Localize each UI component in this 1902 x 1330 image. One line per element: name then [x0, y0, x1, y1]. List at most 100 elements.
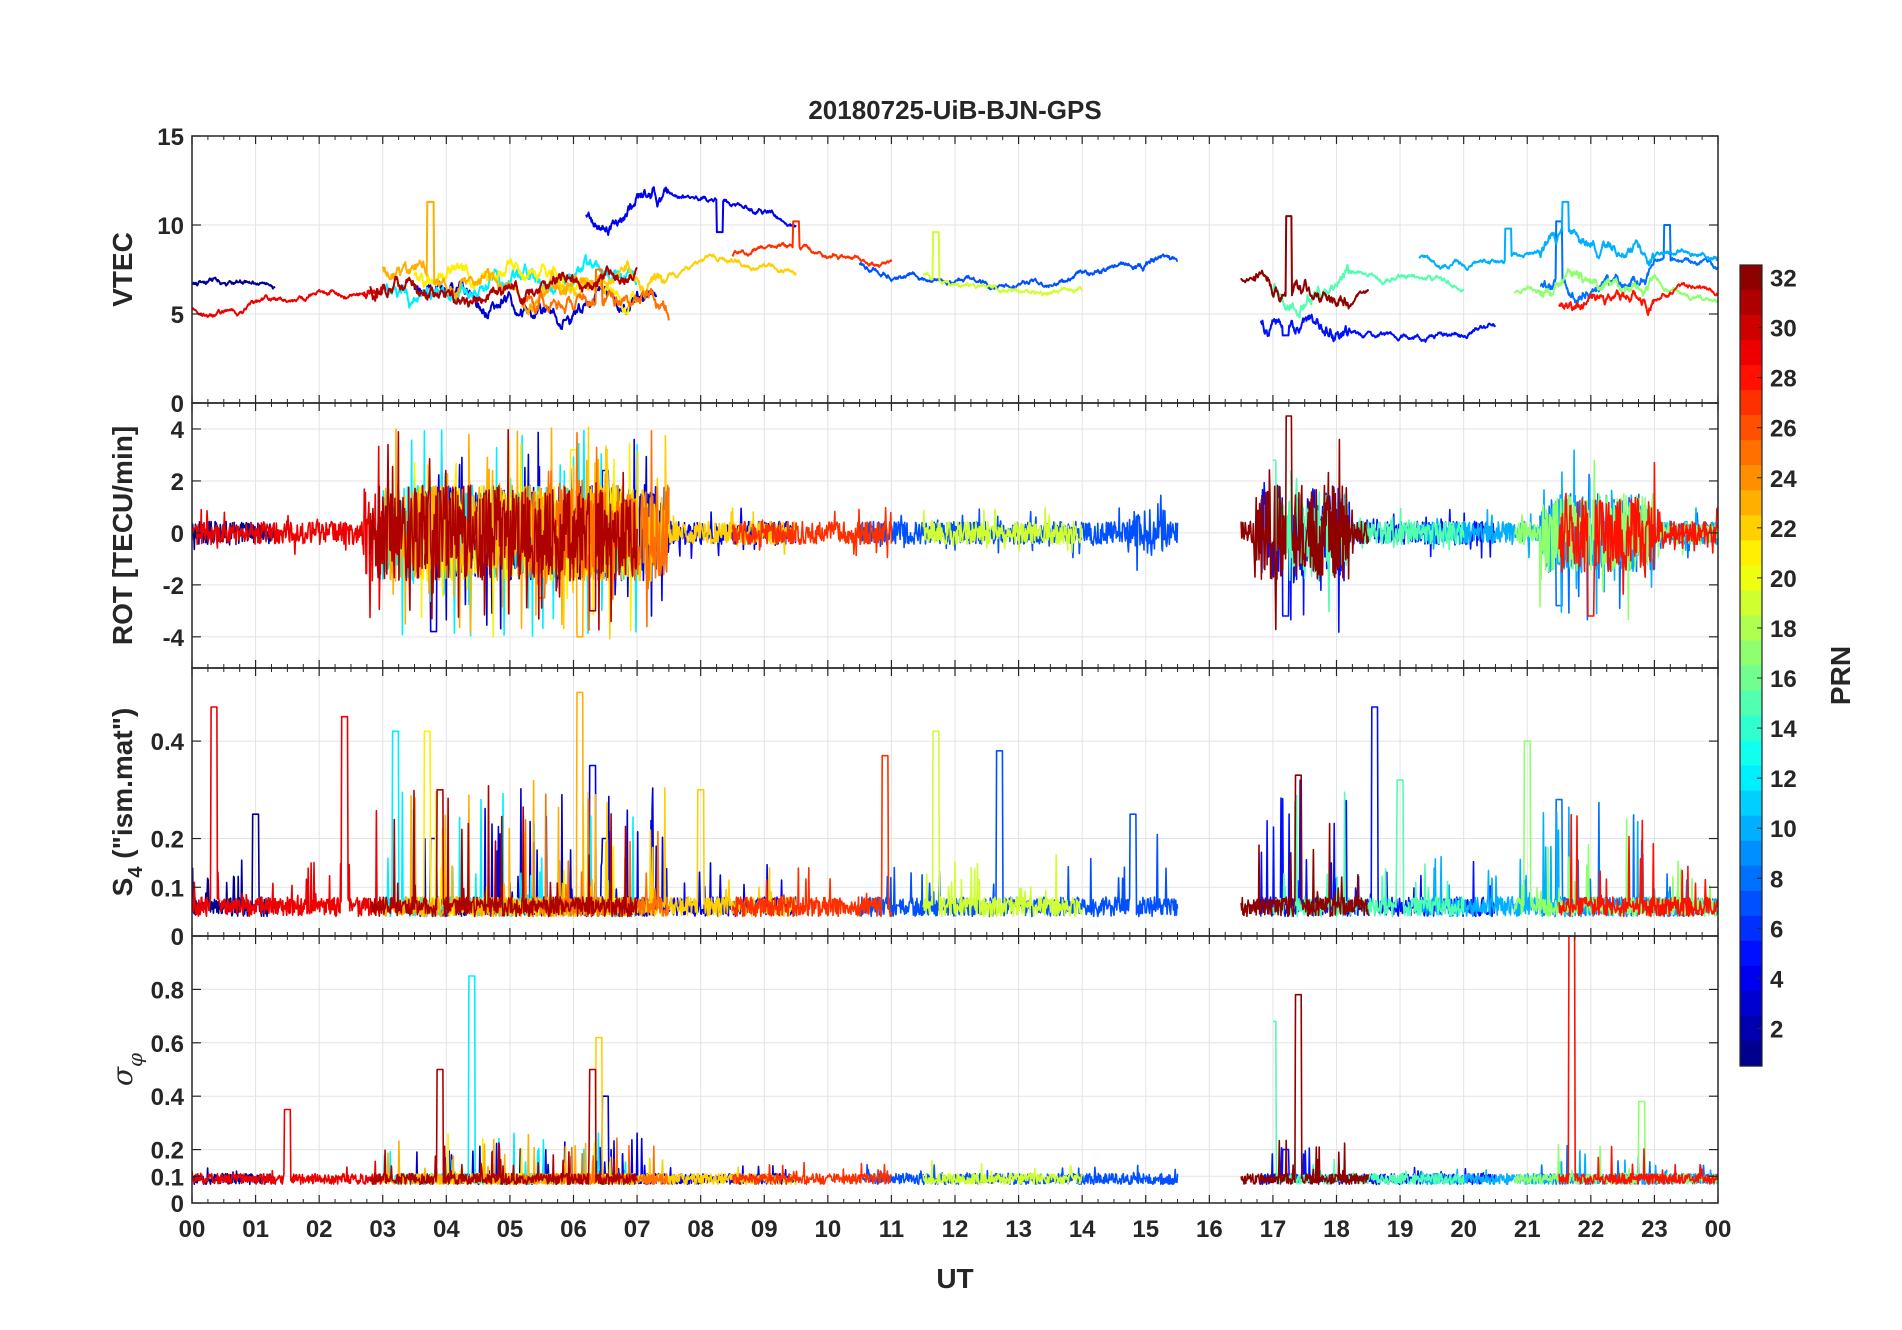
series-line-prn-27: [732, 1161, 893, 1186]
colorbar-segment: [1740, 740, 1762, 767]
ylabel-main: S: [107, 878, 138, 897]
panel-vtec: 0 5 10 15 VTEC: [107, 124, 1719, 418]
series-line-prn-19: [922, 1159, 1083, 1186]
y-tick-label: 0: [171, 924, 184, 951]
series-line-prn-1: [192, 276, 276, 290]
colorbar-segment: [1740, 865, 1762, 892]
chart-title: 20180725-UiB-BJN-GPS: [808, 95, 1101, 125]
colorbar-segment: [1740, 565, 1762, 592]
colorbar-segment: [1740, 815, 1762, 842]
colorbar-tick-label: 24: [1770, 466, 1797, 493]
colorbar-tick-label: 16: [1770, 666, 1797, 693]
colorbar-segment: [1740, 265, 1762, 291]
colorbar-tick-label: 6: [1770, 916, 1783, 943]
y-axis-label-sigma: σφ: [106, 1053, 147, 1086]
panel-sigma: 00.10.2 0.4 0.6 0.8 σφ: [106, 935, 1719, 1218]
y-axis-label-s4: S4 ("ism.mat"): [107, 708, 147, 897]
y-tick-label: 0.1: [151, 1164, 184, 1191]
series-line-prn-22: [540, 1036, 797, 1186]
x-tick-label: 05: [497, 1216, 524, 1243]
colorbar-segment: [1740, 915, 1762, 942]
series-line-prn-22: [540, 253, 797, 299]
x-tick-label: 18: [1323, 1216, 1350, 1243]
colorbar-tick-label: 14: [1770, 716, 1797, 743]
grid-sigma: [192, 936, 1718, 1203]
colorbar-tick-label: 30: [1770, 316, 1797, 343]
x-tick-label: 07: [624, 1216, 651, 1243]
colorbar-tick-label: 2: [1770, 1016, 1783, 1043]
x-tick-label: 04: [433, 1216, 460, 1243]
series-line-prn-29: [192, 1108, 384, 1185]
x-tick-label: 21: [1514, 1216, 1541, 1243]
y-tick-label: 0.8: [151, 977, 184, 1004]
colorbar-tick-label: 32: [1770, 266, 1797, 293]
colorbar-tick-label: 4: [1770, 966, 1784, 993]
x-tick-label: 03: [369, 1216, 396, 1243]
ylabel-rest: ("ism.mat"): [107, 708, 138, 867]
x-tick-label: 22: [1577, 1216, 1604, 1243]
series-line-prn-19: [922, 506, 1083, 554]
y-tick-label: 0.1: [151, 875, 184, 902]
colorbar-segment: [1740, 840, 1762, 867]
x-tick-label: 23: [1641, 1216, 1668, 1243]
series-line-prn-27: [731, 506, 893, 559]
series-line-prn-31: [369, 428, 638, 631]
colorbar-segment: [1740, 690, 1762, 717]
series-line-prn-29: [192, 706, 384, 918]
series-line-prn-4: [585, 186, 797, 236]
series-line-prn-32: [1240, 993, 1370, 1185]
series-line-prn-19: [922, 730, 1083, 918]
colorbar-tick-label: 22: [1770, 516, 1797, 543]
y-tick-label: -4: [163, 625, 185, 652]
colorbar-segment: [1740, 590, 1762, 617]
y-tick-label: 0: [171, 521, 184, 548]
x-tick-label: 19: [1387, 1216, 1414, 1243]
colorbar-segment: [1740, 290, 1762, 316]
colorbar-tick-label: 10: [1770, 816, 1797, 843]
y-tick-label: 15: [157, 124, 184, 151]
y-tick-label: 0.2: [151, 1138, 184, 1165]
y-tick-label: 0.6: [151, 1031, 184, 1058]
x-tick-label: 20: [1450, 1216, 1477, 1243]
series-group-rot: [192, 415, 1718, 640]
x-tick-label: 10: [814, 1216, 841, 1243]
x-tick-label: 06: [560, 1216, 587, 1243]
colorbar-segment: [1740, 790, 1762, 817]
series-line-prn-32: [1240, 215, 1370, 310]
series-line-prn-28: [1558, 281, 1718, 316]
colorbar-segment: [1740, 665, 1762, 692]
series-group-vtec: [192, 186, 1718, 343]
colorbar-segment: [1740, 1040, 1762, 1067]
panel-rot: -4 -2 0 2 4 ROT [TECU/min]: [107, 402, 1719, 669]
series-line-prn-15: [1271, 263, 1465, 319]
colorbar-segment: [1740, 515, 1762, 541]
x-tick-labels: 00 01 02 03 04 05 06 07 08 09 10 11 12 13 14 15 16 17 18 19…: [179, 1216, 1732, 1243]
series-line-prn-29: [192, 286, 384, 318]
colorbar-tick-label: 26: [1770, 416, 1797, 443]
y-tick-label: 5: [171, 302, 184, 329]
colorbar-segment: [1740, 490, 1762, 516]
y-tick-label: 0: [171, 391, 184, 418]
ylabel-sub: φ: [123, 1053, 147, 1067]
series-line-prn-28: [1558, 936, 1718, 1185]
series-line-prn-10: [1418, 806, 1718, 918]
series-line-prn-29: [192, 445, 384, 619]
x-tick-label: 11: [879, 1216, 904, 1243]
series-line-prn-15: [1272, 459, 1465, 613]
colorbar-tick-label: 28: [1770, 366, 1797, 393]
colorbar-segment: [1740, 715, 1762, 742]
colorbar-segment: [1740, 765, 1762, 792]
series-group-sigma: [192, 936, 1718, 1186]
y-tick-label: -2: [163, 573, 184, 600]
colorbar-segment: [1740, 890, 1762, 917]
x-tick-label: 09: [751, 1216, 778, 1243]
x-axis-label: UT: [936, 1263, 973, 1294]
colorbar-tick-label: 8: [1770, 866, 1783, 893]
series-group-s4: [192, 691, 1718, 918]
panel-s4: 00.10.20.4S4 ("ism.mat"): [107, 667, 1719, 951]
x-tick-label: 16: [1196, 1216, 1223, 1243]
series-line-prn-7: [858, 253, 1179, 291]
y-tick-label: 10: [157, 213, 184, 240]
series-line-prn-15: [1272, 779, 1465, 918]
